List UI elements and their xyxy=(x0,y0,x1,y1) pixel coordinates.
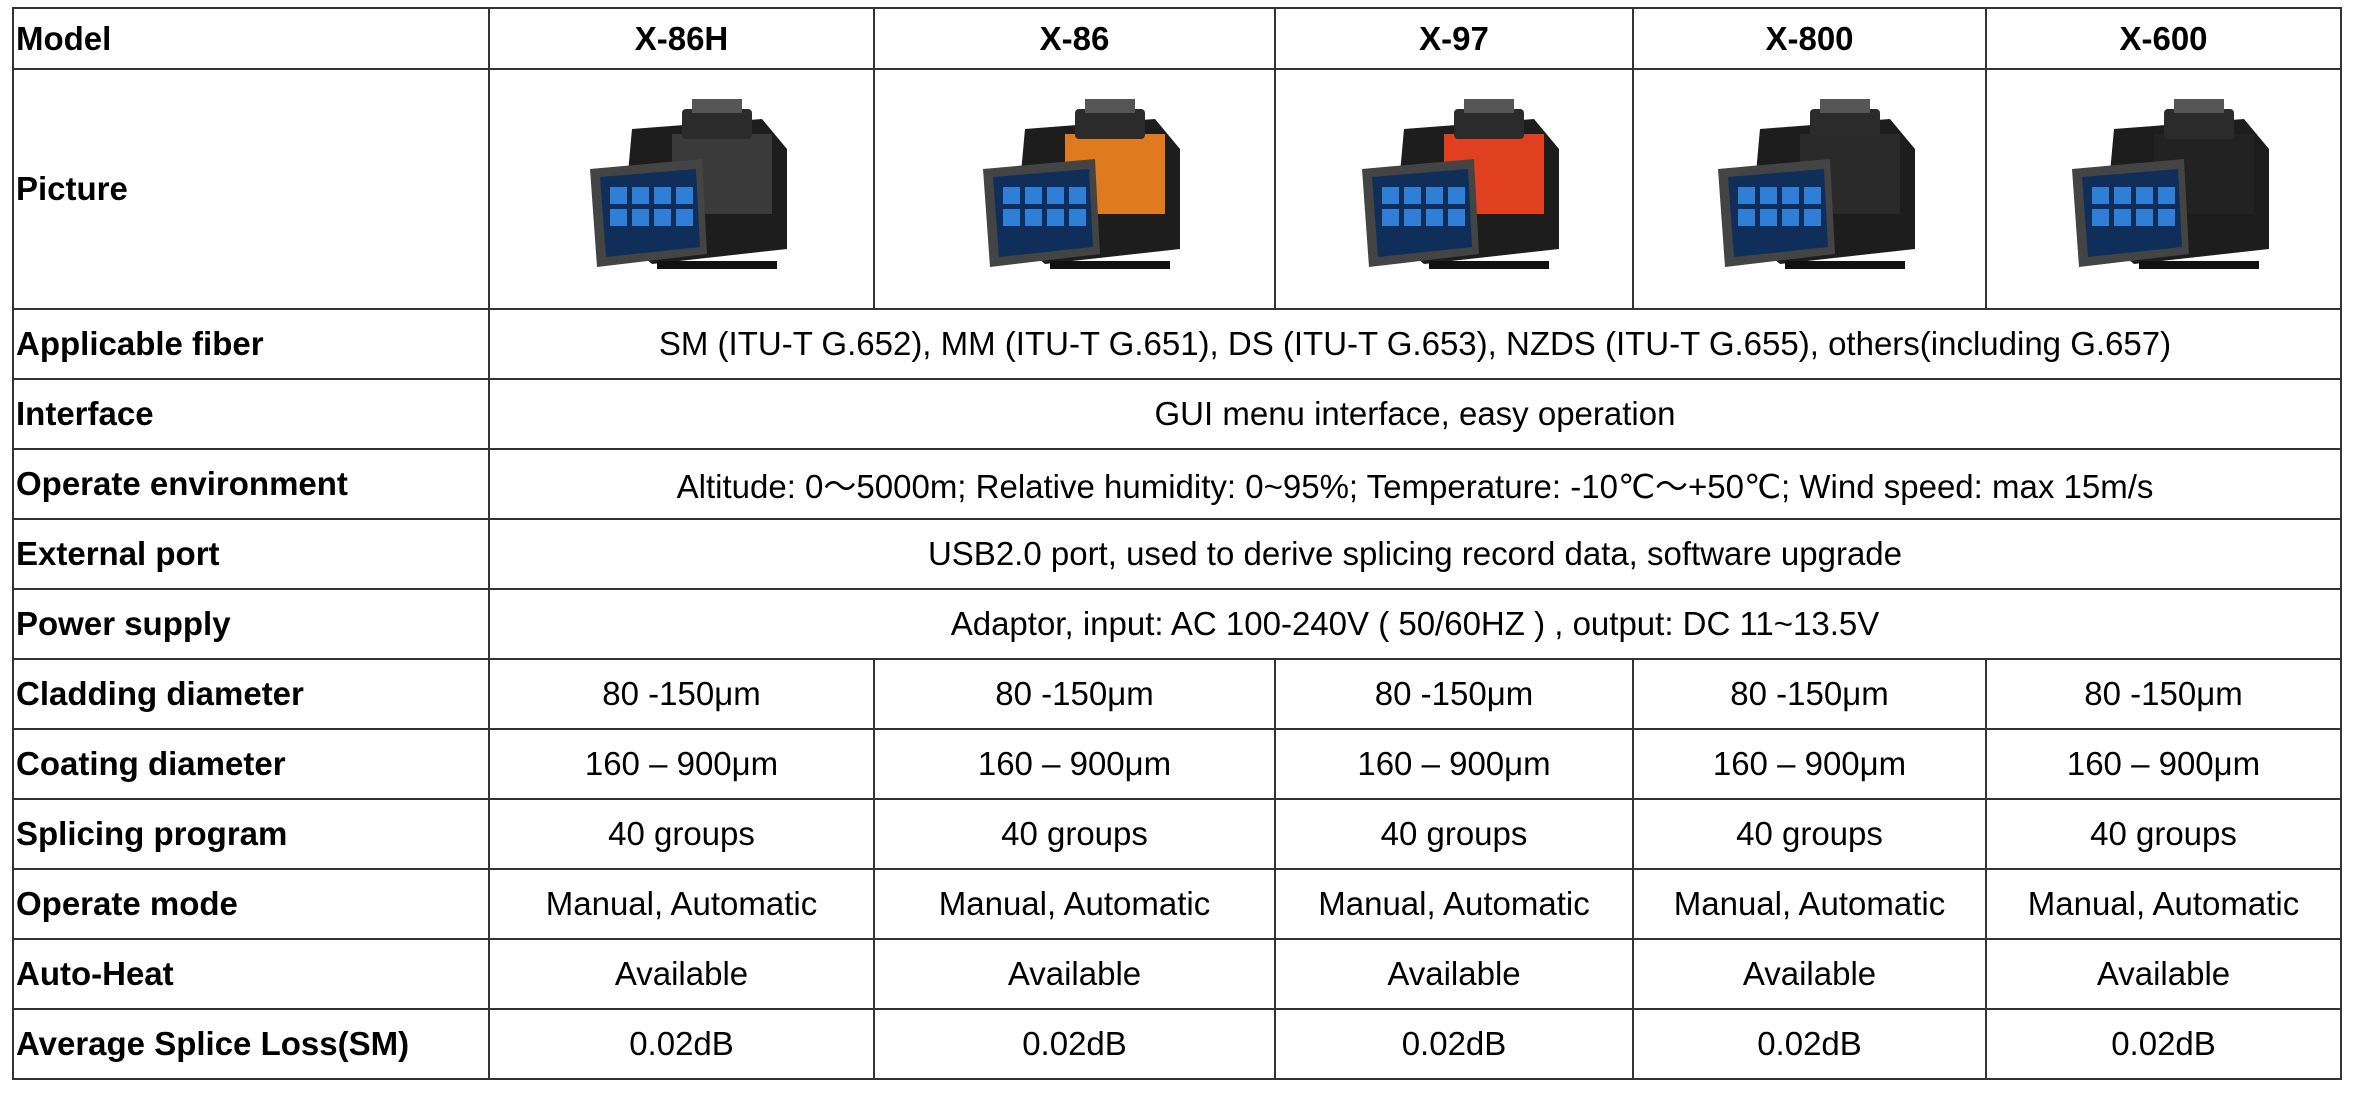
device-image xyxy=(1362,99,1559,269)
spec-value: Manual, Automatic xyxy=(1985,868,2342,940)
header-label: Model xyxy=(12,7,490,70)
spec-value: 160 – 900μm xyxy=(873,728,1276,800)
spec-value: Available xyxy=(1274,938,1634,1010)
row-label: External port xyxy=(12,518,490,590)
spec-row: External port USB2.0 port, used to derive… xyxy=(12,518,2342,590)
row-label: Coating diameter xyxy=(12,728,490,800)
spec-value: 0.02dB xyxy=(1985,1008,2342,1080)
spec-value: Available xyxy=(873,938,1276,1010)
spec-value: Manual, Automatic xyxy=(873,868,1276,940)
spec-value: Available xyxy=(1632,938,1987,1010)
spec-value: 0.02dB xyxy=(488,1008,875,1080)
spec-value: 80 -150μm xyxy=(488,658,875,730)
spec-row: Applicable fiber SM (ITU-T G.652), MM (IT… xyxy=(12,308,2342,380)
spec-value: 0.02dB xyxy=(1274,1008,1634,1080)
model-name: X-97 xyxy=(1274,7,1634,70)
device-image xyxy=(589,99,787,269)
row-label: Applicable fiber xyxy=(12,308,490,380)
spec-value: USB2.0 port, used to derive splicing rec… xyxy=(488,518,2342,590)
device-image xyxy=(2071,99,2269,269)
row-label: Auto-Heat xyxy=(12,938,490,1010)
spec-value: 40 groups xyxy=(873,798,1276,870)
spec-value: 0.02dB xyxy=(1632,1008,1987,1080)
spec-value: Adaptor, input: AC 100-240V ( 50/60HZ ) … xyxy=(488,588,2342,660)
device-image xyxy=(982,99,1180,269)
row-label: Picture xyxy=(12,68,490,310)
spec-row: Power supply Adaptor, input: AC 100-240V … xyxy=(12,588,2342,660)
header-row: Model X-86H X-86 X-97 X-800 X-600 xyxy=(12,7,2342,70)
device-image xyxy=(1717,99,1915,269)
spec-value: 160 – 900μm xyxy=(488,728,875,800)
spec-value: Manual, Automatic xyxy=(1274,868,1634,940)
picture-cell xyxy=(1985,68,2342,310)
spec-value: 80 -150μm xyxy=(1985,658,2342,730)
spec-row: Average Splice Loss(SM) 0.02dB 0.02dB 0.02d… xyxy=(12,1008,2342,1080)
spec-value: 0.02dB xyxy=(873,1008,1276,1080)
spec-row: Operate environment Altitude: 0～5000m; Re… xyxy=(12,448,2342,520)
model-name: X-600 xyxy=(1985,7,2342,70)
spec-value: 40 groups xyxy=(1632,798,1987,870)
row-label: Power supply xyxy=(12,588,490,660)
picture-cell xyxy=(873,68,1276,310)
spec-row: Operate mode Manual, Automatic Manual, Aut… xyxy=(12,868,2342,940)
spec-value: Altitude: 0～5000m; Relative humidity: 0~… xyxy=(488,448,2342,520)
row-label: Average Splice Loss(SM) xyxy=(12,1008,490,1080)
spec-value: Manual, Automatic xyxy=(488,868,875,940)
row-label: Operate mode xyxy=(12,868,490,940)
picture-cell xyxy=(1632,68,1987,310)
model-name: X-86 xyxy=(873,7,1276,70)
spec-value: SM (ITU-T G.652), MM (ITU-T G.651), DS (… xyxy=(488,308,2342,380)
row-label: Interface xyxy=(12,378,490,450)
spec-value: Available xyxy=(488,938,875,1010)
spec-row: Interface GUI menu interface, easy operat… xyxy=(12,378,2342,450)
spec-value: 80 -150μm xyxy=(873,658,1276,730)
row-label: Cladding diameter xyxy=(12,658,490,730)
spec-value: 80 -150μm xyxy=(1274,658,1634,730)
spec-row: Splicing program 40 groups 40 groups 40 gro… xyxy=(12,798,2342,870)
spec-value: 80 -150μm xyxy=(1632,658,1987,730)
spec-value: 40 groups xyxy=(488,798,875,870)
spec-value: 160 – 900μm xyxy=(1274,728,1634,800)
spec-value: 160 – 900μm xyxy=(1632,728,1987,800)
spec-value: 160 – 900μm xyxy=(1985,728,2342,800)
row-label: Splicing program xyxy=(12,798,490,870)
picture-cell xyxy=(1274,68,1634,310)
spec-table: Model X-86H X-86 X-97 X-800 X-600 Picture Appli… xyxy=(12,7,2342,1080)
spec-row: Coating diameter 160 – 900μm 160 – 900μm 16… xyxy=(12,728,2342,800)
picture-cell xyxy=(488,68,875,310)
spec-value: Available xyxy=(1985,938,2342,1010)
spec-value: 40 groups xyxy=(1985,798,2342,870)
spec-row: Auto-Heat Available Available Available Avai… xyxy=(12,938,2342,1010)
row-label: Operate environment xyxy=(12,448,490,520)
spec-value: 40 groups xyxy=(1274,798,1634,870)
picture-row: Picture xyxy=(12,68,2342,310)
spec-row: Cladding diameter 80 -150μm 80 -150μm 80 -1… xyxy=(12,658,2342,730)
spec-value: Manual, Automatic xyxy=(1632,868,1987,940)
spec-value: GUI menu interface, easy operation xyxy=(488,378,2342,450)
model-name: X-86H xyxy=(488,7,875,70)
model-name: X-800 xyxy=(1632,7,1987,70)
